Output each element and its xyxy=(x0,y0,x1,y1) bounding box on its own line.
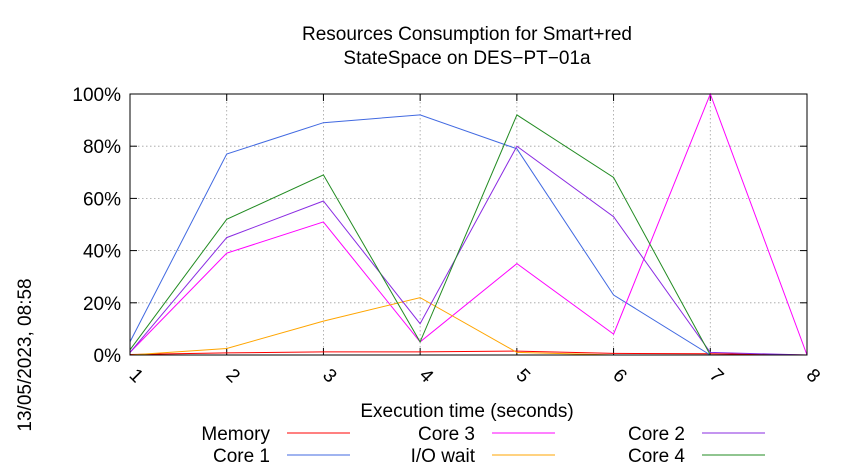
series-line-core-4 xyxy=(129,114,807,356)
chart-title-line-1: Resources Consumption for Smart+red xyxy=(302,24,632,45)
x-axis-label: Execution time (seconds) xyxy=(360,401,573,422)
series-lines xyxy=(129,92,808,356)
series-line-core-1 xyxy=(129,114,807,356)
y-tick-label: 60% xyxy=(83,189,121,210)
y-tick-label: 100% xyxy=(72,85,121,106)
y-tick-label: 40% xyxy=(83,242,121,263)
legend-label: Core 1 xyxy=(213,446,270,467)
series-line-core-2 xyxy=(129,145,808,356)
y-tick-label: 0% xyxy=(94,346,122,367)
series-line-memory xyxy=(129,350,808,356)
legend-label: Core 4 xyxy=(628,446,685,467)
y-tick-label: 20% xyxy=(83,294,121,315)
plot-frame xyxy=(129,93,808,356)
legend-label: I/O wait xyxy=(411,446,476,467)
chart-title-line-2: StateSpace on DES−PT−01a xyxy=(343,48,591,69)
grid-lines xyxy=(130,94,807,355)
timestamp-label: 13/05/2023, 08:58 xyxy=(15,278,36,431)
y-axis-ticks: 0% 20% 40% 60% 80% 100% xyxy=(72,85,807,367)
y-tick-label: 80% xyxy=(83,137,121,158)
legend-label: Memory xyxy=(201,424,270,445)
legend-label: Core 2 xyxy=(628,424,685,445)
series-line-core-3 xyxy=(129,92,808,356)
legend-label: Core 3 xyxy=(418,424,475,445)
